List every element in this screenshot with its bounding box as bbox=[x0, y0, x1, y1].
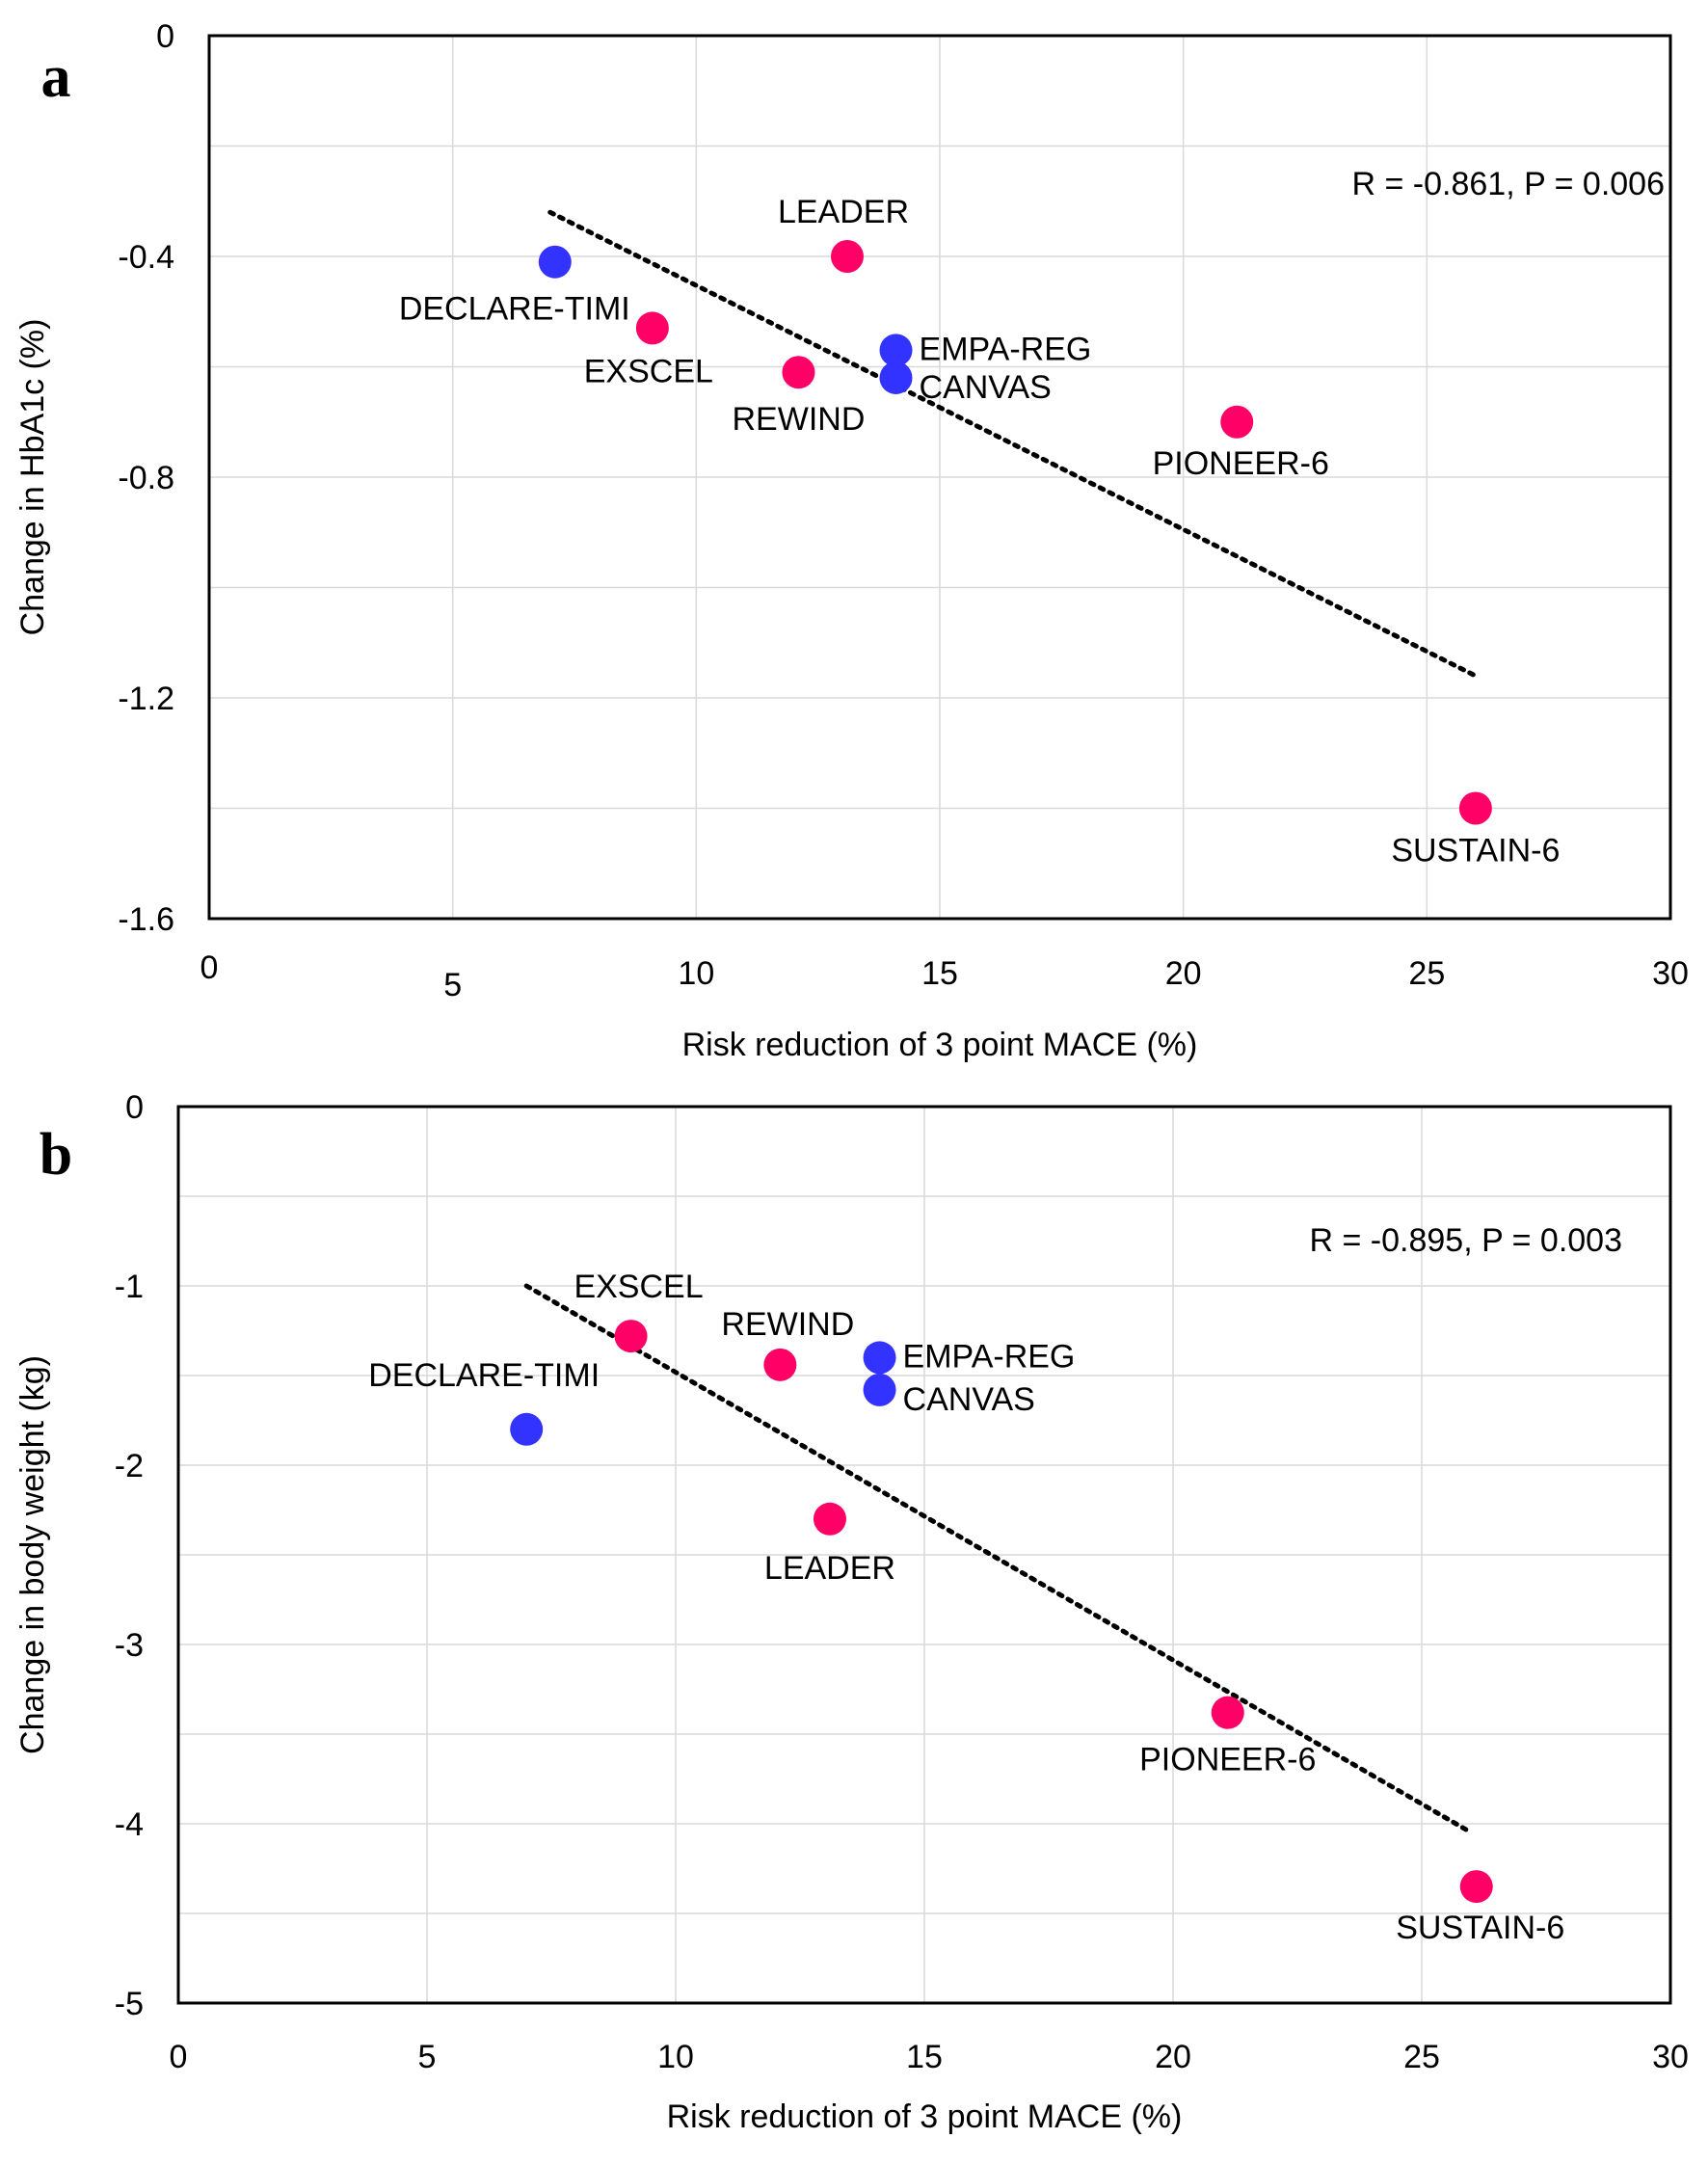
data-point-sustain-6 bbox=[1459, 1870, 1493, 1904]
x-tick-label: 20 bbox=[1165, 955, 1202, 992]
x-tick-label: 10 bbox=[657, 2039, 694, 2075]
data-point-exscel bbox=[614, 1320, 648, 1353]
y-tick-label: -5 bbox=[115, 1986, 144, 2022]
y-tick-label: -4 bbox=[115, 1806, 144, 1843]
x-tick-label: 5 bbox=[443, 967, 462, 1003]
x-tick-label: 25 bbox=[1403, 2039, 1440, 2075]
data-point-rewind bbox=[763, 1348, 797, 1381]
y-tick-label: 0 bbox=[156, 18, 174, 55]
chart-panel-b: 0 -1 -2 -3 -4 -5 0 5 10 15 20 25 30 Risk reduction of… bbox=[14, 1089, 1689, 2135]
point-label-pioneer-6: PIONEER-6 bbox=[1153, 445, 1329, 482]
point-label-empa-reg: EMPA-REG bbox=[920, 331, 1092, 367]
plot-frame bbox=[176, 1105, 1672, 2005]
point-label-sustain-6: SUSTAIN-6 bbox=[1391, 833, 1560, 869]
x-tick-label: 10 bbox=[678, 955, 714, 992]
plot-frame bbox=[207, 34, 1672, 921]
data-point-exscel bbox=[635, 311, 669, 345]
y-tick-label: -1.6 bbox=[118, 901, 174, 938]
x-tick-label: 0 bbox=[200, 949, 219, 986]
point-label-exscel: EXSCEL bbox=[574, 1269, 703, 1305]
point-label-declare-timi: DECLARE-TIMI bbox=[368, 1357, 600, 1394]
point-label-rewind: REWIND bbox=[721, 1306, 854, 1343]
x-tick-label: 20 bbox=[1155, 2039, 1191, 2075]
x-tick-label: 30 bbox=[1652, 955, 1689, 992]
point-label-rewind: REWIND bbox=[733, 401, 866, 438]
point-label-empa-reg: EMPA-REG bbox=[903, 1338, 1076, 1375]
y-tick-label: -0.8 bbox=[118, 460, 174, 496]
trendline bbox=[523, 1283, 1475, 1835]
data-point-canvas bbox=[863, 1373, 896, 1406]
y-tick-label: -1.2 bbox=[118, 681, 174, 717]
x-axis-title: Risk reduction of 3 point MACE (%) bbox=[667, 2098, 1183, 2135]
point-label-sustain-6: SUSTAIN-6 bbox=[1396, 1910, 1564, 1946]
data-point-declare-timi bbox=[538, 245, 572, 279]
y-axis-title: Change in HbA1c (%) bbox=[14, 319, 51, 636]
data-point-empa-reg bbox=[879, 334, 913, 367]
trendline bbox=[547, 209, 1479, 679]
point-label-leader: LEADER bbox=[764, 1550, 895, 1587]
data-point-canvas bbox=[879, 361, 913, 394]
data-point-pioneer-6 bbox=[1220, 405, 1254, 439]
chart-panel-a: 0 -0.4 -0.8 -1.2 -1.6 0 5 10 15 20 25 30 Risk reduct… bbox=[14, 18, 1689, 1063]
panel-letter: a bbox=[41, 44, 71, 110]
x-tick-label: 30 bbox=[1652, 2039, 1689, 2075]
data-point-leader bbox=[830, 240, 864, 273]
x-tick-label: 15 bbox=[921, 955, 958, 992]
x-tick-label: 0 bbox=[170, 2039, 188, 2075]
point-label-canvas: CANVAS bbox=[903, 1381, 1035, 1418]
y-tick-label: -0.4 bbox=[118, 239, 174, 276]
y-axis-title: Change in body weight (kg) bbox=[14, 1355, 51, 1754]
data-point-leader bbox=[813, 1502, 846, 1536]
data-point-pioneer-6 bbox=[1211, 1696, 1244, 1729]
correlation-annotation: R = -0.895, P = 0.003 bbox=[1310, 1222, 1623, 1259]
x-tick-label: 25 bbox=[1408, 955, 1445, 992]
point-label-exscel: EXSCEL bbox=[584, 353, 713, 389]
x-axis-title: Risk reduction of 3 point MACE (%) bbox=[682, 1027, 1198, 1063]
point-label-pioneer-6: PIONEER-6 bbox=[1139, 1742, 1316, 1778]
point-label-leader: LEADER bbox=[778, 194, 909, 230]
point-label-declare-timi: DECLARE-TIMI bbox=[399, 291, 630, 328]
data-point-declare-timi bbox=[510, 1412, 544, 1446]
data-point-rewind bbox=[782, 356, 815, 389]
y-tick-label: -1 bbox=[115, 1269, 144, 1305]
y-tick-label: -2 bbox=[115, 1448, 144, 1484]
x-tick-label: 5 bbox=[418, 2039, 437, 2075]
y-tick-label: -3 bbox=[115, 1627, 144, 1664]
data-point-empa-reg bbox=[863, 1341, 896, 1375]
y-tick-label: 0 bbox=[125, 1089, 144, 1126]
correlation-annotation: R = -0.861, P = 0.006 bbox=[1352, 166, 1666, 202]
data-point-sustain-6 bbox=[1458, 791, 1492, 825]
x-tick-label: 15 bbox=[906, 2039, 943, 2075]
point-label-canvas: CANVAS bbox=[920, 369, 1052, 406]
panel-letter: b bbox=[40, 1122, 72, 1188]
